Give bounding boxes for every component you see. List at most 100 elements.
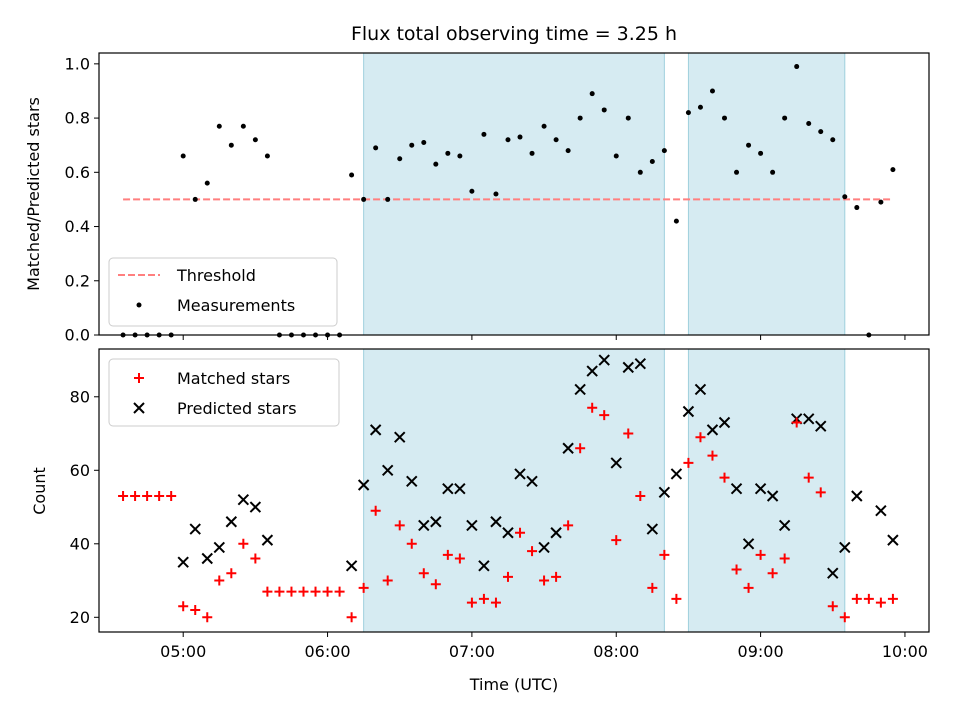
measurement-point <box>252 137 258 143</box>
predicted-star-point <box>381 464 394 476</box>
matched-star-point <box>815 487 826 498</box>
measurement-point <box>529 150 535 156</box>
measurement-point <box>228 142 234 148</box>
bottom-highlight-regions <box>363 348 846 633</box>
predicted-star-point <box>345 560 358 572</box>
matched-star-point <box>394 520 405 531</box>
matched-star-point <box>286 586 297 597</box>
predicted-star-point <box>851 490 863 502</box>
top-legend: Threshold Measurements <box>108 257 338 327</box>
matched-star-point <box>707 450 718 461</box>
predicted-star-point <box>189 523 201 535</box>
legend-x-marker <box>133 402 145 414</box>
predicted-star-point <box>875 505 887 517</box>
predicted-star-point <box>778 519 791 532</box>
predicted-star-point <box>718 416 731 429</box>
predicted-star-point <box>538 541 550 554</box>
matched-star-point <box>118 491 129 502</box>
measurement-point <box>517 134 523 140</box>
x-tick-label: 08:00 <box>593 642 639 661</box>
highlight-region <box>687 52 846 336</box>
matched-star-point <box>346 612 357 623</box>
x-tick-label: 09:00 <box>738 642 784 661</box>
predicted-star-point <box>622 361 634 374</box>
predicted-star-point <box>454 482 466 495</box>
predicted-star-point <box>478 560 490 572</box>
measurement-point <box>565 148 571 154</box>
matched-star-point <box>539 575 550 586</box>
matched-star-point <box>274 586 285 597</box>
predicted-star-point <box>839 541 851 554</box>
matched-star-point <box>478 593 489 604</box>
predicted-star-point <box>502 527 514 539</box>
matched-star-point <box>671 593 682 604</box>
measurement-point <box>697 104 703 110</box>
y-tick-label: 0.0 <box>65 326 90 345</box>
measurement-point <box>493 191 499 197</box>
predicted-star-point <box>261 534 274 546</box>
measurement-point <box>625 115 631 121</box>
matched-star-point <box>166 491 177 502</box>
highlight-region <box>363 52 665 336</box>
measurement-point <box>541 123 547 129</box>
predicted-star-point <box>658 486 671 499</box>
legend-matched-swatch <box>134 373 144 383</box>
measurement-point <box>794 64 800 70</box>
matched-star-point <box>683 457 694 468</box>
y-tick-label: 20 <box>70 608 90 627</box>
matched-star-point <box>310 586 321 597</box>
bottom-y-axis-label: Count <box>30 467 49 515</box>
predicted-star-point <box>394 431 406 443</box>
predicted-star-point <box>357 479 370 491</box>
measurement-point <box>204 180 210 186</box>
highlight-region <box>687 348 846 633</box>
y-tick-label: 0.8 <box>65 109 90 128</box>
measurement-point <box>878 199 884 205</box>
matched-star-point <box>358 582 369 593</box>
measurement-point <box>601 107 607 113</box>
matched-star-point <box>659 549 670 560</box>
predicted-star-point <box>803 413 815 425</box>
measurement-point <box>457 153 463 159</box>
measurement-point <box>806 121 812 126</box>
legend-measurements-swatch <box>136 302 142 308</box>
ratio-panel: 0.0 0.2 0.4 0.6 0.8 1.0 Flux total observing … <box>24 23 930 345</box>
predicted-star-point <box>730 482 743 495</box>
y-tick-label: 40 <box>70 534 90 553</box>
measurement-point <box>709 88 715 94</box>
matched-star-point <box>791 417 802 428</box>
matched-star-point <box>418 568 429 579</box>
predicted-star-point <box>201 552 213 565</box>
measurement-point <box>577 115 583 121</box>
measurement-point <box>746 142 752 148</box>
x-tick-label: 05:00 <box>160 642 206 661</box>
predicted-star-point <box>827 567 839 579</box>
predicted-star-point <box>815 420 827 432</box>
bottom-x-axis: 05:00 06:00 07:00 08:00 09:00 10:00 <box>160 632 928 661</box>
measurement-point <box>349 172 355 178</box>
measurement-point <box>649 158 655 164</box>
matched-star-point <box>779 553 790 564</box>
matched-star-point <box>298 586 309 597</box>
matched-star-point <box>515 527 526 538</box>
measurement-point <box>673 218 679 224</box>
y-tick-label: 80 <box>70 387 90 406</box>
predicted-star-point <box>514 468 526 480</box>
matched-star-point <box>238 538 249 549</box>
predicted-star-point <box>610 457 622 469</box>
measurement-point <box>240 123 246 129</box>
matched-star-point <box>226 568 237 579</box>
legend-threshold-label: Threshold <box>176 266 256 285</box>
predicted-star-point <box>766 490 779 502</box>
top-axes-frame <box>98 52 930 336</box>
legend-predicted-label: Predicted stars <box>177 399 297 418</box>
measurement-point <box>661 148 667 154</box>
predicted-star-point <box>249 501 262 513</box>
predicted-star-point <box>466 519 478 532</box>
predicted-star-point <box>682 405 695 418</box>
predicted-star-point <box>550 527 562 539</box>
y-tick-label: 60 <box>70 461 90 480</box>
predicted-star-point <box>754 482 767 495</box>
top-x-axis-ticks <box>182 335 906 340</box>
